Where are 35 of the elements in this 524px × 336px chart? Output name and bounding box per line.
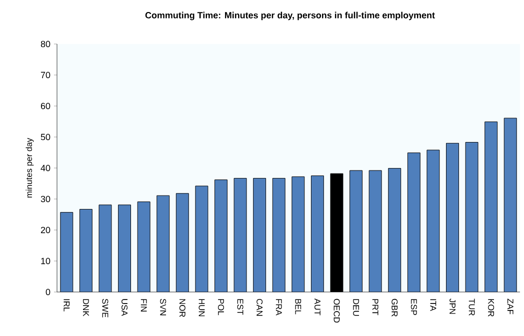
x-tick-label: FIN [140, 299, 147, 312]
x-tick-label: BEL [295, 299, 302, 314]
y-tick-label: 50 [40, 134, 50, 140]
y-tick-label: 80 [40, 40, 50, 48]
y-tick-label: 60 [40, 102, 50, 110]
x-tick-label: AUT [314, 298, 320, 316]
y-tick-label: 10 [41, 258, 50, 264]
x-tick-label: ZAF [507, 298, 514, 314]
y-axis-title: minutes per day [26, 138, 34, 198]
x-tick-label: SWE [102, 298, 108, 318]
x-tick-label: KOR [488, 299, 494, 316]
x-tick-label: IRL [64, 299, 70, 312]
x-tick-label: HUN [198, 299, 205, 316]
y-tick-label: 30 [40, 196, 50, 202]
x-tick-label: POL [218, 299, 224, 316]
x-tick-label: JPN [450, 298, 456, 314]
y-tick-label: 70 [40, 72, 50, 78]
x-tick-label: ITA [430, 299, 436, 312]
x-tick-label: NOR [179, 299, 186, 317]
x-tick-label: GBR [392, 298, 398, 316]
x-tick-label: OECD [334, 298, 340, 323]
x-tick-label: PRT [372, 299, 378, 316]
x-tick-label: CAN [256, 298, 263, 316]
chart-title: Commuting Time: Minutes per day, persons in full-time employment [145, 12, 435, 20]
x-tick-label: FRA [276, 299, 282, 316]
x-tick-label: USA [122, 299, 128, 316]
x-tick-label: DNK [83, 299, 89, 316]
y-tick-label: 40 [40, 164, 50, 172]
x-tick-label: EST [237, 299, 244, 315]
y-tick-label: 0 [46, 288, 50, 296]
x-tick-label: TUR [468, 298, 475, 316]
x-tick-label: ESP [410, 299, 417, 316]
x-tick-label: DEU [353, 299, 359, 316]
y-tick-label: 20 [40, 226, 50, 234]
x-tick-label: SVN [160, 298, 166, 316]
